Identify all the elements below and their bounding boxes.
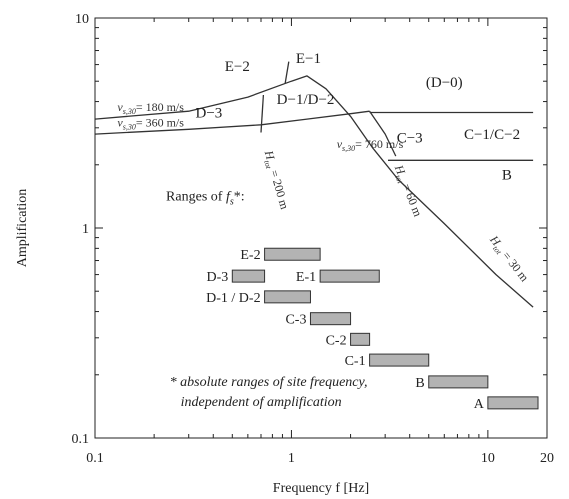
- vs30-symbol: v: [337, 137, 343, 151]
- axis-ticks: 0.1 1 10 20 0.1 1 10: [72, 12, 555, 466]
- footnote-line: * absolute ranges of site frequency,: [170, 375, 368, 390]
- amplification-curve: [284, 61, 290, 84]
- htot-value: = 30 m: [498, 246, 532, 284]
- y-tick-label: 0.1: [72, 432, 90, 447]
- zone-label: D−3: [195, 106, 222, 122]
- amplification-curve: [260, 94, 265, 133]
- x-tick-label: 1: [288, 451, 295, 466]
- range-label: C-2: [326, 333, 347, 348]
- ranges-heading: Ranges of fs*:: [166, 190, 245, 208]
- vs30-label: vs,30= 760 m/s: [337, 137, 404, 153]
- vs30-symbol: v: [117, 115, 123, 129]
- range-bar: [369, 353, 430, 367]
- range-bar: [428, 375, 489, 389]
- vs30-symbol: v: [117, 100, 123, 114]
- range-bar: [264, 290, 311, 304]
- ranges-heading-sub: s: [230, 197, 234, 208]
- range-bar: [309, 312, 352, 326]
- range-label: D-3: [207, 270, 229, 285]
- vs30-subscript: s,30: [123, 107, 136, 116]
- chart-text: E-2 D-3 E-1 D-1 / D-2 C-3 C-2 C-1 B A Ranges of f…: [117, 51, 532, 412]
- ranges-heading-suffix: *:: [234, 190, 245, 205]
- htot-label: Htot = 60 m: [390, 162, 426, 220]
- amplification-curves: [94, 61, 534, 308]
- range-label: C-3: [285, 313, 306, 328]
- zone-label: E−1: [296, 51, 321, 67]
- range-label: D-1 / D-2: [206, 291, 260, 306]
- zone-label: E−2: [225, 59, 250, 75]
- zone-label: C−1/C−2: [464, 127, 520, 143]
- x-tick-label: 20: [540, 451, 554, 466]
- y-tick-label: 10: [75, 12, 89, 27]
- range-bar: [487, 396, 539, 410]
- range-label: E-1: [296, 270, 316, 285]
- x-axis-title: Frequency f [Hz]: [273, 481, 369, 496]
- range-bar: [231, 269, 266, 283]
- vs30-subscript: s,30: [123, 122, 136, 131]
- htot-label: Htot = 200 m: [260, 148, 292, 212]
- zone-label: (D−0): [426, 75, 463, 91]
- range-bar: [264, 247, 321, 261]
- vs30-label: vs,30= 180 m/s: [117, 100, 184, 116]
- range-label: E-2: [240, 248, 260, 263]
- vs30-subscript: s,30: [342, 144, 355, 153]
- vs30-value: = 360 m/s: [136, 115, 184, 129]
- htot-value: = 60 m: [398, 179, 425, 219]
- x-tick-label: 0.1: [86, 451, 104, 466]
- x-tick-label: 10: [481, 451, 495, 466]
- range-label: C-1: [345, 354, 366, 369]
- ranges-heading-prefix: Ranges of: [166, 190, 226, 205]
- range-bar: [350, 332, 371, 346]
- range-label: A: [474, 397, 485, 412]
- vs30-value: = 760 m/s: [355, 137, 403, 151]
- htot-label: Htot = 30 m: [485, 232, 532, 286]
- amplification-curve: [94, 75, 534, 308]
- ranges-heading-symbol: f: [226, 190, 232, 205]
- zone-label: B: [502, 168, 512, 184]
- range-label: B: [415, 376, 424, 391]
- vs30-label: vs,30= 360 m/s: [117, 115, 184, 131]
- vs30-value: = 180 m/s: [136, 100, 184, 114]
- htot-value: = 200 m: [266, 165, 292, 211]
- footnote-line: independent of amplification: [181, 395, 342, 410]
- y-axis-title: Amplification: [15, 189, 30, 268]
- amplification-curve: [94, 110, 370, 135]
- zone-label: D−1/D−2: [277, 92, 335, 108]
- y-tick-label: 1: [82, 222, 89, 237]
- amplification-curve: [369, 110, 397, 157]
- range-bar: [319, 269, 380, 283]
- htot-subscript: tot: [262, 159, 273, 170]
- ranges-bars: [231, 247, 539, 410]
- zone-label: C−3: [397, 131, 423, 147]
- htot-subscript: tot: [393, 174, 405, 186]
